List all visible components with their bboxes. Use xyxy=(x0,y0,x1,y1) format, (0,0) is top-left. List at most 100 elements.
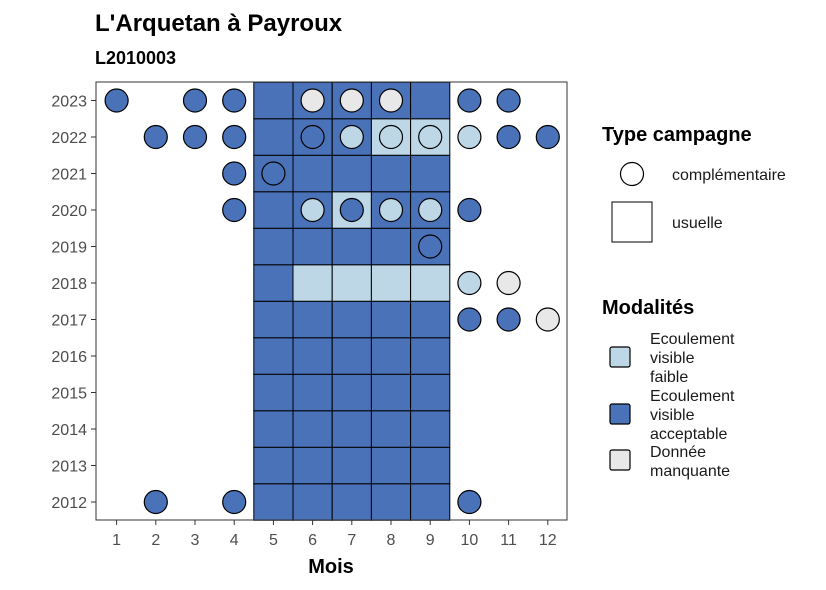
point-complementaire-2022-7 xyxy=(339,124,364,150)
point-complementaire-2022-8 xyxy=(378,124,404,150)
tile-usuelle-2014-5 xyxy=(253,410,294,448)
tile-usuelle-2012-6 xyxy=(292,483,333,521)
tile-usuelle-2012-7 xyxy=(331,483,372,521)
x-axis-title: Mois xyxy=(308,556,354,578)
tile-usuelle-2017-5 xyxy=(253,300,294,339)
legend-label-faible: Ecoulement xyxy=(650,331,735,348)
legend-label-manquante: Donnée xyxy=(650,444,706,461)
tile-usuelle-2018-5 xyxy=(253,264,294,302)
point-complementaire-2023-7 xyxy=(339,88,364,113)
tile-usuelle-2019-7 xyxy=(331,227,372,266)
tile-usuelle-2019-6 xyxy=(292,227,333,266)
tile-usuelle-2018-8 xyxy=(370,264,412,302)
legend-key-faible xyxy=(609,346,631,368)
x-tick-label: 1 xyxy=(112,532,121,549)
tile-usuelle-2017-8 xyxy=(370,300,412,339)
legend-modalites-title: Modalités xyxy=(602,297,694,319)
tile-usuelle-2012-5 xyxy=(253,483,294,521)
x-tick-label: 10 xyxy=(461,532,479,549)
point-complementaire-2012-2 xyxy=(143,489,168,515)
tile-usuelle-2021-6 xyxy=(292,154,333,193)
point-complementaire-2012-10 xyxy=(457,489,482,515)
tile-usuelle-2018-9 xyxy=(410,264,451,302)
point-complementaire-2018-10 xyxy=(457,270,482,296)
tile-usuelle-2016-6 xyxy=(292,337,333,375)
tile-usuelle-2014-6 xyxy=(292,410,333,448)
x-tick-label: 3 xyxy=(191,532,200,549)
chart-title: L'Arquetan à Payroux xyxy=(95,10,343,37)
y-tick-label: 2015 xyxy=(51,386,87,403)
tile-usuelle-2012-9 xyxy=(410,483,451,521)
y-axis: 2012 2013 2014 2015 2016 2017 2018 2019 2020 2021… xyxy=(51,94,96,512)
y-tick-label: 2023 xyxy=(51,94,87,111)
x-tick-label: 9 xyxy=(426,532,435,549)
point-complementaire-2023-3 xyxy=(182,88,208,113)
legend-type-title: Type campagne xyxy=(602,124,752,146)
chart-subtitle: L2010003 xyxy=(95,48,176,68)
point-complementaire-2019-9 xyxy=(418,234,443,259)
point-complementaire-2022-4 xyxy=(222,124,247,150)
tile-usuelle-2015-5 xyxy=(253,373,294,412)
point-complementaire-2023-10 xyxy=(457,88,482,113)
y-tick-label: 2012 xyxy=(51,495,87,512)
tile-usuelle-2013-5 xyxy=(253,446,294,485)
legend: Type campagne complémentaire usuelle Modali… xyxy=(602,124,786,480)
tile-usuelle-2014-7 xyxy=(331,410,372,448)
point-complementaire-2022-6 xyxy=(300,124,325,150)
tile-usuelle-2013-6 xyxy=(292,446,333,485)
legend-key-circle xyxy=(619,161,645,187)
tile-usuelle-2013-8 xyxy=(370,446,412,485)
point-complementaire-2022-11 xyxy=(496,124,521,150)
point-complementaire-2020-6 xyxy=(300,197,325,223)
point-complementaire-2021-4 xyxy=(222,161,247,186)
legend-key-square xyxy=(611,201,653,243)
tile-usuelle-2015-8 xyxy=(370,373,412,412)
legend-label-acceptable: Ecoulement xyxy=(650,388,735,405)
tile-usuelle-2019-5 xyxy=(253,227,294,266)
point-complementaire-2020-7 xyxy=(339,197,364,223)
point-complementaire-2017-11 xyxy=(496,307,521,332)
tile-usuelle-2023-9 xyxy=(410,81,451,120)
tile-usuelle-2018-7 xyxy=(331,264,372,302)
point-complementaire-2022-9 xyxy=(418,124,443,150)
point-complementaire-2020-9 xyxy=(418,197,443,223)
point-complementaire-2012-4 xyxy=(222,489,247,515)
tile-usuelle-2017-7 xyxy=(331,300,372,339)
y-tick-label: 2021 xyxy=(51,167,87,184)
x-tick-label: 7 xyxy=(347,532,356,549)
x-tick-label: 4 xyxy=(230,532,239,549)
plot-area xyxy=(95,81,568,521)
tile-usuelle-2016-8 xyxy=(370,337,412,375)
tile-usuelle-2016-7 xyxy=(331,337,372,375)
x-tick-label: 6 xyxy=(308,532,317,549)
x-axis: 1 2 3 4 5 6 7 8 9 10 11 12 xyxy=(112,520,557,549)
y-tick-label: 2016 xyxy=(51,349,87,366)
legend-label-acceptable: visible xyxy=(650,407,695,424)
point-complementaire-2020-8 xyxy=(378,197,404,223)
point-complementaire-2017-12 xyxy=(535,307,560,332)
legend-key-manquante xyxy=(609,449,631,471)
tile-usuelle-2020-5 xyxy=(253,191,294,229)
point-complementaire-2022-12 xyxy=(535,124,560,150)
legend-label-usuelle: usuelle xyxy=(672,215,723,232)
point-complementaire-2018-11 xyxy=(496,270,521,296)
legend-label-faible: faible xyxy=(650,369,688,386)
point-complementaire-2020-4 xyxy=(222,197,247,223)
tile-usuelle-2021-9 xyxy=(410,154,451,193)
point-complementaire-2023-11 xyxy=(496,88,521,113)
point-complementaire-2017-10 xyxy=(457,307,482,332)
tile-usuelle-2012-8 xyxy=(370,483,412,521)
point-complementaire-2021-5 xyxy=(261,161,286,186)
tile-usuelle-2022-5 xyxy=(253,118,294,156)
tile-usuelle-2015-6 xyxy=(292,373,333,412)
tile-usuelle-2014-8 xyxy=(370,410,412,448)
legend-label-faible: visible xyxy=(650,350,695,367)
legend-key-acceptable xyxy=(609,403,631,425)
y-tick-label: 2013 xyxy=(51,459,87,476)
tile-usuelle-2014-9 xyxy=(410,410,451,448)
point-complementaire-2022-2 xyxy=(143,124,168,150)
x-tick-label: 11 xyxy=(500,532,517,549)
tile-usuelle-2018-6 xyxy=(292,264,333,302)
tile-usuelle-2021-7 xyxy=(331,154,372,193)
y-tick-label: 2018 xyxy=(51,276,87,293)
